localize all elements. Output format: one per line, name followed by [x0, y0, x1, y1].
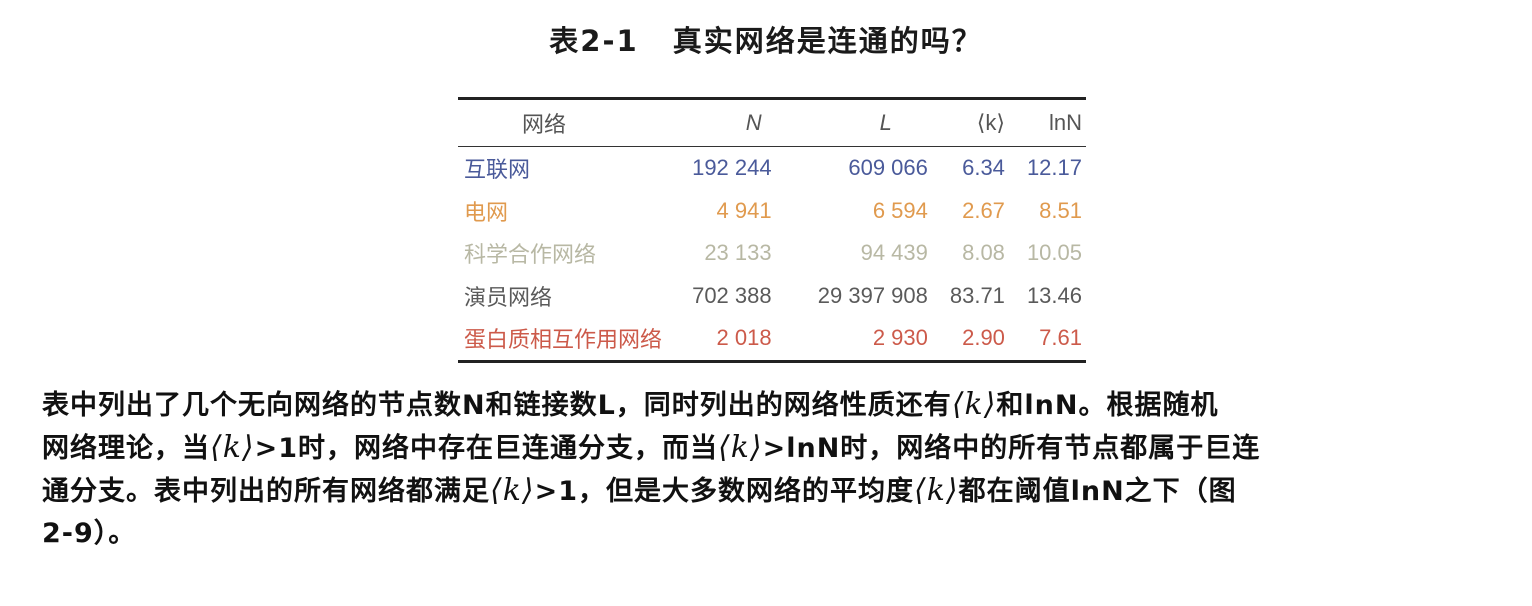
node-count-cell: 2 018 — [716, 325, 772, 351]
link-count-cell: 94 439 — [860, 240, 928, 266]
mean-degree-symbol: ⟨k⟩ — [718, 430, 763, 465]
mean-degree-cell: 2.90 — [962, 325, 1005, 351]
link-count-cell: 6 594 — [872, 197, 928, 223]
mean-degree-cell: 6.34 — [962, 155, 1005, 181]
ln-n-cell: 8.51 — [1039, 197, 1082, 223]
text-segment: 表中列出了几个无向网络的节点数N和链接数L，同时列出的网络性质还有 — [42, 390, 952, 421]
node-count-cell: 23 133 — [704, 240, 772, 266]
table-row: 互联网 192 244 609 066 6.34 12.17 — [458, 147, 1086, 190]
link-count-cell: 29 397 908 — [817, 282, 928, 308]
header-lnn: lnN — [1048, 110, 1082, 135]
network-name-cell: 科学合作网络 — [464, 242, 597, 268]
text-segment: 网络理论，当 — [42, 433, 210, 464]
caption-title: 真实网络是连通的吗？ — [672, 24, 983, 58]
network-name-cell: 蛋白质相互作用网络 — [464, 327, 663, 353]
link-count-cell: 609 066 — [848, 155, 928, 181]
header-l: L — [879, 110, 892, 135]
paragraph-line-3: 通分支。表中列出的所有网络都满足⟨k⟩>1，但是大多数网络的平均度⟨k⟩都在阈值… — [42, 470, 1502, 513]
table-row: 科学合作网络 23 133 94 439 8.08 10.05 — [458, 232, 1086, 275]
node-count-cell: 4 941 — [716, 197, 772, 223]
ln-n-cell: 7.61 — [1039, 325, 1082, 351]
ln-n-cell: 12.17 — [1026, 155, 1082, 181]
caption-number: 表2-1 — [549, 24, 639, 58]
mean-degree-cell: 83.71 — [949, 282, 1005, 308]
link-count-cell: 2 930 — [872, 325, 928, 351]
mean-degree-cell: 2.67 — [962, 197, 1005, 223]
table-header-row: 网络 N L ⟨k⟩ lnN — [458, 98, 1086, 147]
mean-degree-symbol: ⟨k⟩ — [914, 473, 959, 508]
network-table: 网络 N L ⟨k⟩ lnN 互联网 192 244 609 066 6.34 12.1… — [458, 97, 1086, 363]
network-name-cell: 电网 — [464, 199, 509, 225]
node-count-cell: 192 244 — [692, 155, 772, 181]
paragraph-line-4: 2-9）。 — [42, 518, 137, 549]
body-paragraph: 表中列出了几个无向网络的节点数N和链接数L，同时列出的网络性质还有⟨k⟩和lnN… — [42, 384, 1502, 555]
text-segment: 都在阈值lnN之下（图 — [958, 476, 1237, 507]
table-caption: 表2-1 真实网络是连通的吗？ — [0, 18, 1532, 60]
text-segment: >1时，网络中存在巨连通分支，而当 — [254, 433, 719, 464]
text-segment: >1，但是大多数网络的平均度 — [534, 476, 915, 507]
paragraph-line-2: 网络理论，当⟨k⟩>1时，网络中存在巨连通分支，而当⟨k⟩>lnN时，网络中的所… — [42, 427, 1502, 470]
network-name-cell: 演员网络 — [464, 284, 553, 310]
mean-degree-symbol: ⟨k⟩ — [951, 387, 997, 422]
mean-degree-symbol: ⟨k⟩ — [210, 430, 255, 465]
ln-n-cell: 13.46 — [1026, 282, 1082, 308]
header-network: 网络 — [522, 112, 567, 137]
text-segment: 和lnN。根据随机 — [996, 390, 1219, 421]
mean-degree-cell: 8.08 — [962, 240, 1005, 266]
network-name-cell: 互联网 — [464, 157, 531, 183]
text-segment: 通分支。表中列出的所有网络都满足 — [42, 476, 490, 507]
mean-degree-symbol: ⟨k⟩ — [490, 473, 535, 508]
paragraph-line-1: 表中列出了几个无向网络的节点数N和链接数L，同时列出的网络性质还有⟨k⟩和lnN… — [42, 384, 1502, 427]
table-row: 电网 4 941 6 594 2.67 8.51 — [458, 190, 1086, 233]
text-segment: >lnN时，网络中的所有节点都属于巨连 — [762, 433, 1261, 464]
header-n: N — [745, 110, 762, 135]
table-row: 蛋白质相互作用网络 2 018 2 930 2.90 7.61 — [458, 317, 1086, 361]
node-count-cell: 702 388 — [692, 282, 772, 308]
table-row: 演员网络 702 388 29 397 908 83.71 13.46 — [458, 275, 1086, 318]
header-k: ⟨k⟩ — [976, 110, 1005, 135]
ln-n-cell: 10.05 — [1026, 240, 1082, 266]
